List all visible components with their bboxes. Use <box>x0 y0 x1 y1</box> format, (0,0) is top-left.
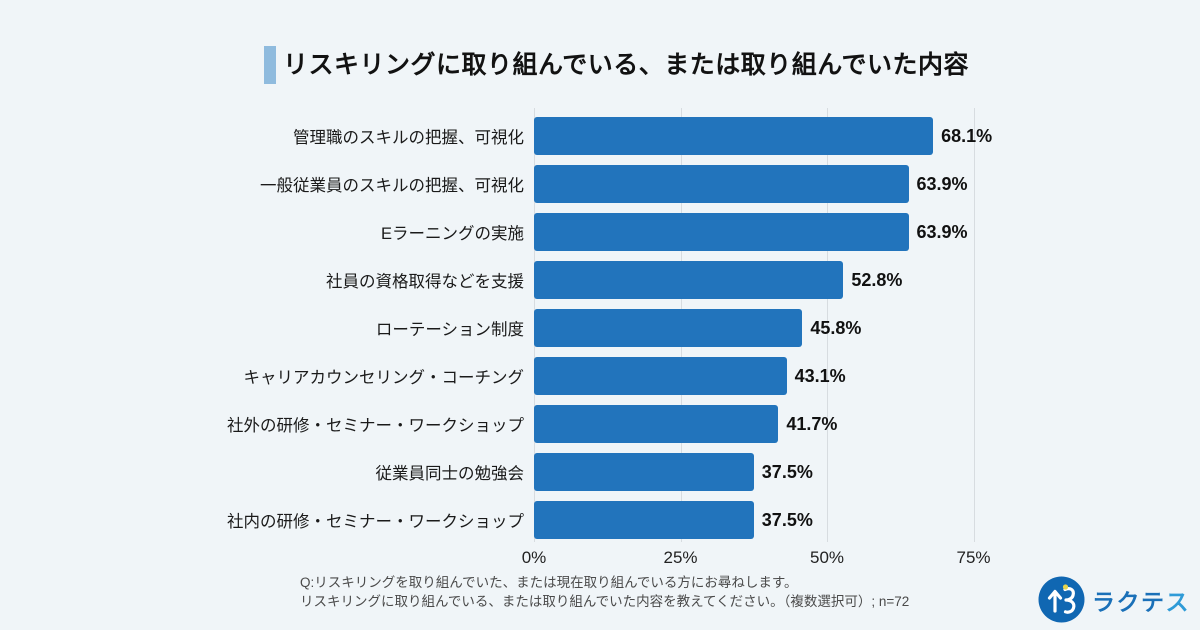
gridline <box>827 108 828 542</box>
footnote-line-2: リスキリングに取り組んでいる、または取り組んでいた内容を教えてください。（複数選… <box>300 593 910 609</box>
bar-track: 37.5% <box>534 501 1200 539</box>
value-label: 68.1% <box>941 125 993 146</box>
bar-track: 52.8% <box>534 261 1200 299</box>
bar-row: ローテーション制度 45.8% <box>0 304 1200 352</box>
brand-text-last: ス <box>1165 588 1190 615</box>
value-label: 63.9% <box>916 173 968 194</box>
bar-track: 37.5% <box>534 453 1200 491</box>
bar <box>534 309 803 347</box>
chart-title: リスキリングに取り組んでいる、または取り組んでいた内容 <box>283 51 970 79</box>
category-label: 管理職のスキルの把握、可視化 <box>293 129 524 147</box>
x-tick-label: 75% <box>956 548 991 567</box>
brand-logo-text: ラクテス <box>1092 583 1190 617</box>
bar-row: 従業員同士の勉強会 37.5% <box>0 448 1200 496</box>
title-block: リスキリングに取り組んでいる、または取り組んでいた内容 <box>264 46 969 84</box>
category-label: 社外の研修・セミナー・ワークショップ <box>227 417 524 435</box>
bar-track: 63.9% <box>534 165 1200 203</box>
bar-row: 一般従業員のスキルの把握、可視化 63.9% <box>0 160 1200 208</box>
category-label: 社内の研修・セミナー・ワークショップ <box>227 513 524 531</box>
bar-track: 68.1% <box>534 117 1200 155</box>
category-label: 社員の資格取得などを支援 <box>326 273 524 291</box>
bar-row: 社外の研修・セミナー・ワークショップ 41.7% <box>0 400 1200 448</box>
bar-row: Eラーニングの実施 63.9% <box>0 208 1200 256</box>
value-label: 41.7% <box>786 413 838 434</box>
x-axis: 0% 25% 50% 75% <box>522 548 1134 574</box>
bar-track: 63.9% <box>534 213 1200 251</box>
value-label: 37.5% <box>761 509 813 530</box>
bar <box>534 501 754 539</box>
x-tick-label: 50% <box>809 548 845 567</box>
category-label: 従業員同士の勉強会 <box>375 465 525 483</box>
bar-row: キャリアカウンセリング・コーチング 43.1% <box>0 352 1200 400</box>
brand-text-main: ラクテ <box>1092 588 1166 615</box>
value-label: 45.8% <box>810 317 862 338</box>
value-label: 37.5% <box>761 461 813 482</box>
brand-logo: ラクテス <box>1038 576 1190 623</box>
category-label: キャリアカウンセリング・コーチング <box>243 369 525 387</box>
bar-rows: 管理職のスキルの把握、可視化 68.1% 一般従業員のスキルの把握、可視化 63… <box>0 112 1200 544</box>
bar <box>534 117 934 155</box>
x-tick-label: 25% <box>663 548 698 567</box>
bar-track: 41.7% <box>534 405 1200 443</box>
bar-row: 社内の研修・セミナー・ワークショップ 37.5% <box>0 496 1200 544</box>
category-label: Eラーニングの実施 <box>380 225 524 243</box>
footnote-line-1: Q:リスキリングを取り組んでいた、または現在取り組んでいる方にお尋ねします。 <box>300 575 798 590</box>
ractes-logo-icon <box>1038 576 1085 623</box>
survey-footnote: Q:リスキリングを取り組んでいた、または現在取り組んでいる方にお尋ねします。 リ… <box>300 574 909 612</box>
gridline <box>973 108 975 542</box>
bar-track: 43.1% <box>534 357 1200 395</box>
x-tick-label: 0% <box>521 548 547 567</box>
bar <box>534 405 779 443</box>
bar-track: 45.8% <box>534 309 1200 347</box>
category-label: ローテーション制度 <box>375 321 524 339</box>
bar-chart: 管理職のスキルの把握、可視化 68.1% 一般従業員のスキルの把握、可視化 63… <box>0 108 1200 582</box>
category-label: 一般従業員のスキルの把握、可視化 <box>260 177 524 195</box>
value-label: 52.8% <box>851 269 903 290</box>
bar-row: 社員の資格取得などを支援 52.8% <box>0 256 1200 304</box>
bar <box>534 213 909 251</box>
title-accent-bar <box>264 46 276 84</box>
value-label: 43.1% <box>794 365 846 386</box>
bar <box>534 357 787 395</box>
value-label: 63.9% <box>916 221 968 242</box>
bar-row: 管理職のスキルの把握、可視化 68.1% <box>0 112 1200 160</box>
bar <box>534 453 754 491</box>
bar <box>534 165 909 203</box>
bar <box>534 261 844 299</box>
